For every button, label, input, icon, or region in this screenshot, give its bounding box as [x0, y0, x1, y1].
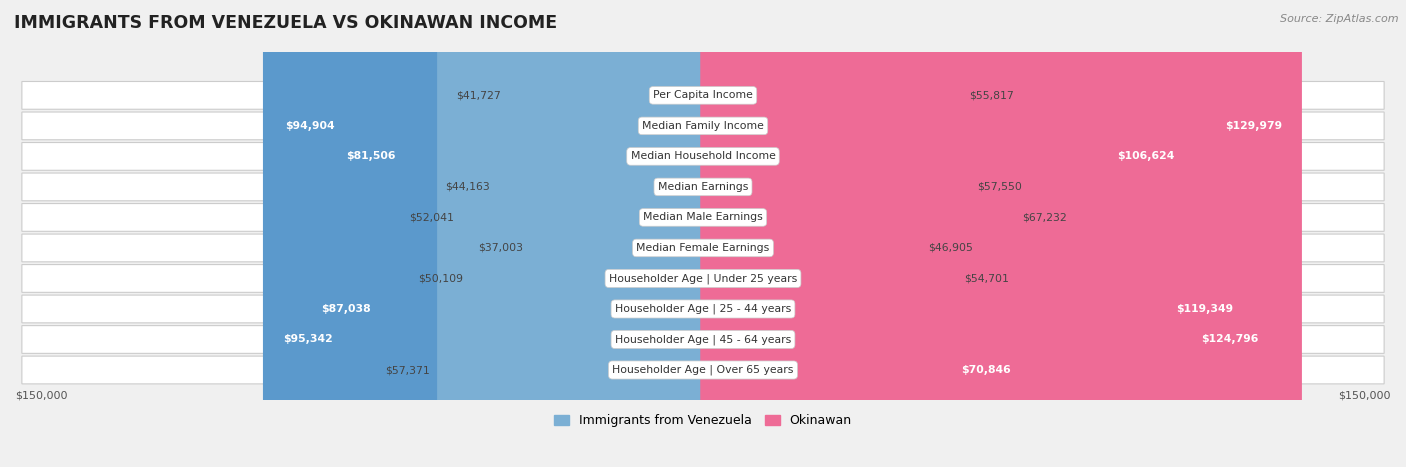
FancyBboxPatch shape [498, 0, 706, 467]
Text: $57,550: $57,550 [977, 182, 1022, 192]
Text: Median Household Income: Median Household Income [630, 151, 776, 162]
Text: $70,846: $70,846 [960, 365, 1011, 375]
FancyBboxPatch shape [509, 0, 706, 467]
FancyBboxPatch shape [700, 0, 921, 467]
FancyBboxPatch shape [22, 325, 1384, 354]
Text: $81,506: $81,506 [346, 151, 396, 162]
FancyBboxPatch shape [437, 0, 706, 467]
Text: $44,163: $44,163 [446, 182, 491, 192]
FancyBboxPatch shape [700, 0, 1253, 467]
FancyBboxPatch shape [22, 295, 1384, 323]
FancyBboxPatch shape [22, 234, 1384, 262]
FancyBboxPatch shape [301, 0, 706, 467]
Text: $54,701: $54,701 [965, 274, 1010, 283]
FancyBboxPatch shape [530, 0, 706, 467]
Text: $50,109: $50,109 [418, 274, 463, 283]
FancyBboxPatch shape [700, 0, 1014, 467]
Text: $150,000: $150,000 [15, 390, 67, 400]
FancyBboxPatch shape [22, 265, 1384, 292]
Text: Householder Age | Over 65 years: Householder Age | Over 65 years [612, 365, 794, 375]
FancyBboxPatch shape [22, 356, 1384, 384]
Text: $106,624: $106,624 [1118, 151, 1175, 162]
Text: $57,371: $57,371 [385, 365, 430, 375]
Legend: Immigrants from Venezuela, Okinawan: Immigrants from Venezuela, Okinawan [550, 409, 856, 432]
FancyBboxPatch shape [263, 0, 706, 467]
FancyBboxPatch shape [700, 0, 970, 467]
Text: $124,796: $124,796 [1201, 334, 1258, 345]
FancyBboxPatch shape [700, 0, 962, 467]
Text: Median Family Income: Median Family Income [643, 121, 763, 131]
Text: $46,905: $46,905 [928, 243, 973, 253]
Text: $129,979: $129,979 [1225, 121, 1282, 131]
FancyBboxPatch shape [700, 0, 1031, 467]
FancyBboxPatch shape [700, 0, 1195, 467]
Text: Source: ZipAtlas.com: Source: ZipAtlas.com [1281, 14, 1399, 24]
Text: $37,003: $37,003 [478, 243, 523, 253]
Text: Householder Age | 25 - 44 years: Householder Age | 25 - 44 years [614, 304, 792, 314]
FancyBboxPatch shape [22, 142, 1384, 170]
Text: Householder Age | 45 - 64 years: Householder Age | 45 - 64 years [614, 334, 792, 345]
Text: $67,232: $67,232 [1022, 212, 1066, 222]
FancyBboxPatch shape [700, 0, 1278, 467]
FancyBboxPatch shape [264, 0, 706, 467]
Text: $55,817: $55,817 [969, 91, 1014, 100]
Text: $52,041: $52,041 [409, 212, 454, 222]
Text: Median Male Earnings: Median Male Earnings [643, 212, 763, 222]
FancyBboxPatch shape [22, 82, 1384, 109]
FancyBboxPatch shape [22, 173, 1384, 201]
FancyBboxPatch shape [471, 0, 706, 467]
Text: $87,038: $87,038 [321, 304, 371, 314]
Text: $150,000: $150,000 [1339, 390, 1391, 400]
Text: Median Female Earnings: Median Female Earnings [637, 243, 769, 253]
Text: Median Earnings: Median Earnings [658, 182, 748, 192]
Text: IMMIGRANTS FROM VENEZUELA VS OKINAWAN INCOME: IMMIGRANTS FROM VENEZUELA VS OKINAWAN IN… [14, 14, 557, 32]
FancyBboxPatch shape [326, 0, 706, 467]
FancyBboxPatch shape [700, 0, 956, 467]
Text: Householder Age | Under 25 years: Householder Age | Under 25 years [609, 273, 797, 284]
Text: Per Capita Income: Per Capita Income [652, 91, 754, 100]
Text: $94,904: $94,904 [285, 121, 335, 131]
Text: $95,342: $95,342 [283, 334, 333, 345]
Text: $119,349: $119,349 [1175, 304, 1233, 314]
FancyBboxPatch shape [700, 0, 1302, 467]
Text: $41,727: $41,727 [457, 91, 502, 100]
FancyBboxPatch shape [461, 0, 706, 467]
FancyBboxPatch shape [22, 112, 1384, 140]
FancyBboxPatch shape [22, 204, 1384, 231]
